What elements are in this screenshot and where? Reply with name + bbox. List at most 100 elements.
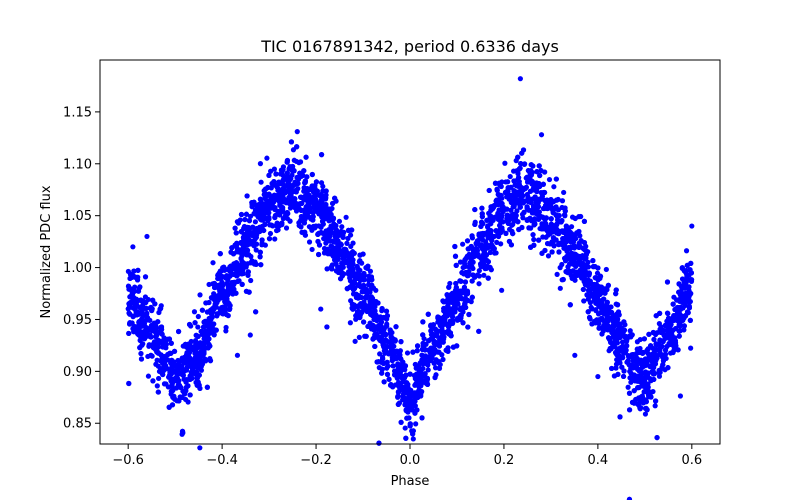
data-point xyxy=(125,306,131,312)
data-point xyxy=(404,350,411,356)
data-point xyxy=(349,258,355,265)
data-point xyxy=(426,338,432,344)
data-point xyxy=(478,263,484,269)
data-point xyxy=(677,323,683,329)
data-point xyxy=(476,328,482,334)
data-point xyxy=(607,345,613,352)
data-point xyxy=(563,269,569,275)
data-point xyxy=(479,259,486,265)
data-point xyxy=(494,187,500,193)
data-point xyxy=(396,363,403,370)
data-point xyxy=(280,177,286,183)
data-point xyxy=(230,271,236,277)
data-point xyxy=(195,313,201,320)
data-point xyxy=(460,241,466,247)
data-point xyxy=(210,260,216,266)
data-point xyxy=(425,311,431,317)
data-point xyxy=(548,221,554,227)
data-point xyxy=(343,214,349,220)
data-point xyxy=(581,239,588,246)
data-point xyxy=(257,206,263,212)
data-point xyxy=(332,257,338,263)
data-point xyxy=(590,264,596,270)
data-point xyxy=(504,188,510,195)
data-point xyxy=(602,290,608,296)
data-point xyxy=(461,271,467,277)
data-point xyxy=(527,188,534,194)
data-point xyxy=(135,267,141,273)
data-point xyxy=(508,213,514,219)
data-point xyxy=(395,393,401,399)
data-point xyxy=(614,302,621,308)
data-point xyxy=(175,328,182,335)
data-point xyxy=(495,192,502,198)
data-point xyxy=(652,403,658,409)
data-point xyxy=(540,234,546,240)
data-point xyxy=(579,275,585,281)
data-point xyxy=(615,309,622,315)
data-point xyxy=(174,372,180,378)
data-point xyxy=(379,370,385,376)
data-point xyxy=(521,199,527,205)
data-point xyxy=(253,247,259,253)
data-point xyxy=(140,313,146,319)
data-point xyxy=(417,370,424,377)
data-point xyxy=(425,362,431,368)
data-point xyxy=(245,269,251,275)
data-point xyxy=(156,375,162,382)
data-point xyxy=(540,214,546,220)
data-point xyxy=(320,183,326,190)
data-point xyxy=(165,351,171,358)
data-point xyxy=(145,373,152,379)
data-point xyxy=(517,204,523,210)
data-point xyxy=(205,328,211,334)
data-point xyxy=(214,311,220,317)
data-point xyxy=(660,338,666,345)
data-point xyxy=(191,364,197,370)
data-point xyxy=(341,271,347,277)
data-point xyxy=(582,282,589,288)
data-point xyxy=(351,291,357,297)
data-point xyxy=(677,393,684,399)
data-point xyxy=(126,330,132,337)
data-point xyxy=(257,254,263,260)
data-point xyxy=(224,298,230,305)
data-point xyxy=(623,343,629,349)
data-point xyxy=(199,307,205,313)
data-point xyxy=(127,320,133,326)
data-point xyxy=(536,163,542,169)
data-point xyxy=(431,360,437,366)
data-point xyxy=(324,324,330,330)
data-point xyxy=(688,277,695,283)
data-point xyxy=(372,308,378,314)
data-point xyxy=(535,216,542,222)
data-point xyxy=(202,318,208,324)
data-point xyxy=(488,207,494,213)
data-point xyxy=(528,244,534,250)
data-point xyxy=(155,363,161,369)
data-point xyxy=(400,384,406,391)
data-point xyxy=(287,218,293,224)
data-point xyxy=(267,230,274,237)
data-point xyxy=(367,268,374,274)
data-point xyxy=(596,284,602,290)
data-point xyxy=(539,250,545,256)
data-point xyxy=(599,297,605,304)
data-point xyxy=(198,328,204,335)
data-point xyxy=(223,291,229,297)
data-point xyxy=(648,394,654,400)
data-point xyxy=(206,281,212,288)
data-point xyxy=(413,421,419,427)
data-point xyxy=(485,275,491,281)
data-point xyxy=(284,159,290,165)
data-point xyxy=(432,365,439,371)
data-point xyxy=(653,398,659,404)
data-point xyxy=(620,355,626,361)
data-point xyxy=(350,240,356,246)
data-point xyxy=(688,345,694,351)
data-point xyxy=(334,233,341,239)
data-point xyxy=(556,228,562,234)
data-point xyxy=(207,358,214,364)
data-point xyxy=(687,317,693,323)
data-point xyxy=(373,334,379,340)
